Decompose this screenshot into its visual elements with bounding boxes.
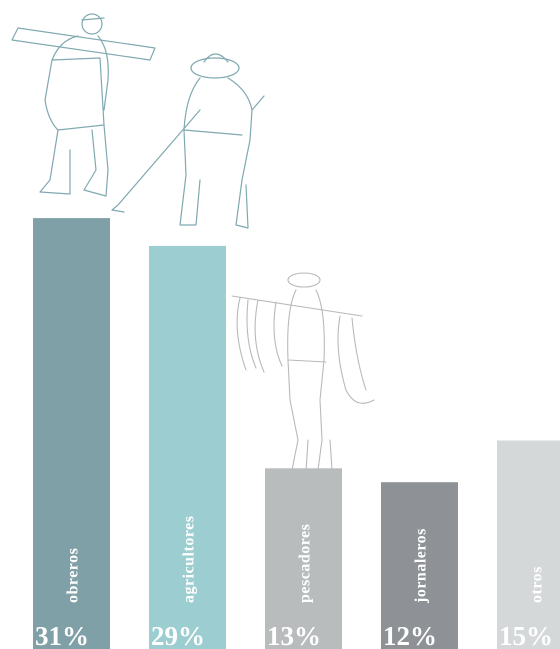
bar	[265, 468, 342, 649]
value-label: 13%	[267, 621, 321, 649]
bar	[149, 245, 226, 649]
category-label: pescadores	[297, 524, 314, 603]
value-label: 12%	[383, 621, 437, 649]
bar	[381, 482, 458, 649]
bar	[497, 440, 560, 649]
farmer-illustration	[111, 53, 265, 229]
category-label: agricultores	[181, 516, 198, 603]
worker-illustration	[11, 13, 156, 197]
fisherman-illustration	[231, 272, 375, 473]
value-label: 29%	[151, 621, 205, 649]
category-label: jornaleros	[413, 528, 430, 604]
category-label: otros	[529, 566, 546, 603]
category-label: obreros	[65, 548, 82, 603]
value-label: 31%	[35, 621, 89, 649]
bar	[33, 218, 110, 649]
value-label: 15%	[499, 621, 553, 649]
